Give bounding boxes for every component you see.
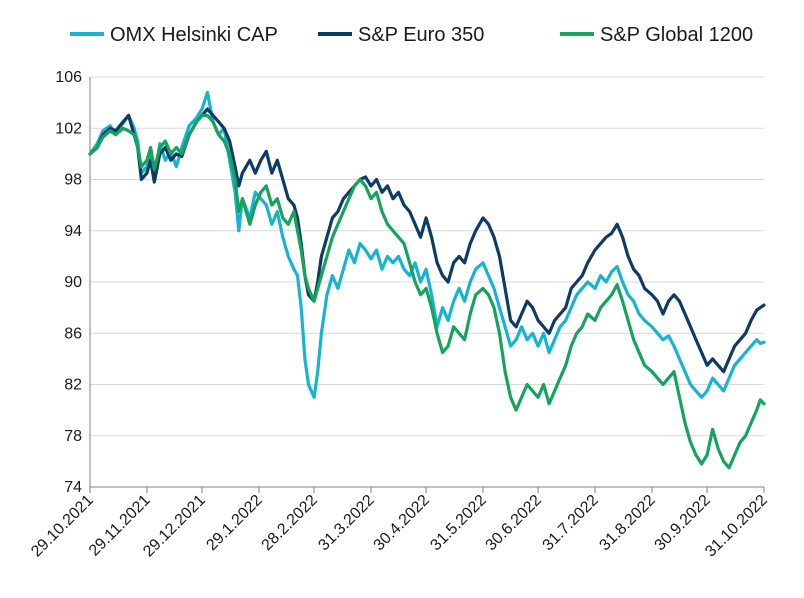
x-tick-label: 29.10.2021 [28,492,97,561]
y-tick-label: 74 [64,479,82,496]
y-tick-label: 94 [64,223,82,240]
y-tick-label: 106 [55,69,82,86]
gridlines [90,76,764,437]
legend-label: S&P Euro 350 [358,24,484,46]
legend-label: OMX Helsinki CAP [110,24,278,46]
x-tick-label: 31.5.2022 [427,492,489,554]
series-line-3 [88,113,766,470]
y-tick-label: 86 [64,325,82,342]
x-tick-label: 31.7.2022 [540,492,602,554]
x-tick-label: 31.8.2022 [596,492,658,554]
series-line-1 [88,90,766,399]
y-tick-label: 90 [64,274,82,291]
x-tick-label: 31.10.2022 [702,492,771,561]
y-tick-label: 98 [64,172,82,189]
legend-label: S&P Global 1200 [600,24,753,46]
x-tick-label: 30.6.2022 [483,492,545,554]
axes [89,77,765,493]
series-lines [88,90,766,470]
x-tick-label: 30.4.2022 [371,492,433,554]
x-tick-label: 31.3.2022 [315,492,377,554]
x-tick-label: 28.2.2022 [259,492,321,554]
legend: OMX Helsinki CAP S&P Euro 350 S&P Global 1… [70,24,753,46]
y-tick-label: 78 [64,428,82,445]
series-line-2 [88,107,766,374]
x-tick-labels: 29.10.202129.11.202129.12.202129.1.20222… [28,492,771,561]
y-tick-labels: 74 78 82 86 90 94 98 102 106 [55,69,82,496]
x-tick-label: 29.1.2022 [203,492,265,554]
y-tick-label: 102 [55,120,82,137]
y-tick-label: 82 [64,377,82,394]
